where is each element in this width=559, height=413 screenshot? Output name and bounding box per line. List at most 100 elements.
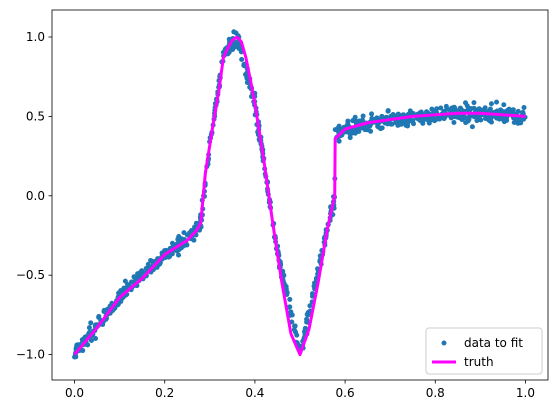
scatter-point (304, 316, 310, 322)
scatter-point (410, 110, 416, 116)
scatter-point (93, 335, 99, 341)
scatter-point (420, 120, 426, 126)
scatter-point (169, 240, 175, 246)
scatter-point (309, 291, 315, 297)
scatter-point (510, 107, 516, 113)
scatter-point (488, 101, 494, 107)
x-tick-label: 0.0 (65, 386, 84, 400)
scatter-point (232, 44, 238, 50)
scatter-point (501, 102, 507, 108)
scatter-point (471, 100, 477, 106)
scatter-point (175, 236, 181, 242)
scatter-point (287, 296, 293, 302)
y-axis: −1.0 −0.5 0.0 0.5 1.0 (16, 30, 52, 362)
y-tick-label: 0.0 (26, 189, 45, 203)
scatter-point (463, 120, 469, 126)
scatter-point (169, 251, 175, 257)
scatter-point (101, 307, 107, 313)
legend-label: data to fit (464, 336, 523, 350)
scatter-point (432, 118, 438, 124)
scatter-point (466, 117, 472, 123)
x-tick-label: 0.6 (336, 386, 355, 400)
scatter-point (388, 121, 394, 127)
scatter-point (411, 121, 416, 127)
truth-line (73, 35, 526, 357)
scatter-point (96, 313, 102, 319)
x-tick-label: 0.2 (155, 386, 174, 400)
scatter-point (438, 105, 444, 111)
scatter-point (458, 113, 464, 119)
scatter-point (516, 117, 522, 122)
scatter-point (434, 106, 440, 112)
scatter-point (415, 116, 421, 122)
scatter-point (479, 107, 485, 113)
scatter-point (145, 261, 151, 267)
scatter-point (464, 103, 470, 109)
scatter-point (88, 320, 94, 326)
legend: data to fit truth (425, 327, 543, 375)
scatter-point (291, 327, 297, 333)
y-tick-label: 0.5 (26, 109, 45, 123)
plot-frame (51, 9, 549, 381)
scatter-point (184, 232, 190, 238)
scatter-point (239, 56, 245, 62)
scatter-point (447, 108, 453, 113)
scatter-point (166, 254, 172, 260)
scatter-point (287, 304, 293, 310)
scatter-point (368, 128, 374, 134)
y-tick-label: −0.5 (16, 268, 45, 282)
scatter-point (336, 123, 342, 129)
scatter-point (288, 311, 294, 317)
scatter-point (86, 325, 92, 331)
scatter-point (376, 124, 382, 130)
scatter-point (302, 325, 308, 331)
scatter-point (469, 124, 475, 130)
legend-scatter-marker (441, 340, 447, 346)
scatter-point (241, 61, 247, 67)
scatter-point (521, 105, 527, 111)
scatter-point (307, 303, 313, 309)
scatter-point (470, 113, 476, 119)
scatter-point (494, 99, 500, 105)
scatter-point (451, 119, 457, 125)
x-tick-label: 0.4 (245, 386, 264, 400)
scatter-point (385, 108, 391, 114)
scatter-point (292, 323, 298, 329)
legend-label: truth (464, 355, 494, 369)
y-tick-label: −1.0 (16, 348, 45, 362)
scatter-point (137, 270, 143, 276)
scatter-point (405, 123, 411, 129)
scatter-point (305, 312, 311, 318)
scatter-point (283, 284, 289, 289)
scatter-point (125, 282, 131, 288)
scatter-point (503, 117, 509, 123)
scatter-point (360, 113, 366, 119)
scatter-point (511, 120, 517, 125)
scatter-point (506, 106, 512, 112)
scatter-point (234, 40, 240, 46)
y-tick-label: 1.0 (26, 30, 45, 44)
plot-area (52, 10, 548, 380)
scatter-point (336, 138, 342, 144)
scatter-point (236, 44, 242, 50)
scatter-point (74, 343, 80, 349)
scatter-point (347, 131, 353, 137)
scatter-point (143, 266, 149, 271)
scatter-point (395, 122, 401, 128)
scatter-point (451, 104, 457, 110)
x-axis: 0.0 0.2 0.4 0.6 0.8 1.0 (65, 380, 535, 400)
scatter-point (424, 109, 430, 115)
scatter-point (369, 111, 375, 117)
scatter-point (174, 248, 180, 254)
scatter-point (231, 29, 237, 35)
scatter-point (176, 252, 182, 258)
x-tick-label: 0.8 (426, 386, 445, 400)
scatter-point (352, 130, 358, 136)
scatter-point (352, 114, 358, 120)
scatter-point (443, 103, 449, 109)
x-tick-label: 1.0 (516, 386, 535, 400)
scatter-point (487, 118, 493, 124)
scatter-point (426, 119, 432, 125)
truth-line-layer (73, 35, 526, 357)
